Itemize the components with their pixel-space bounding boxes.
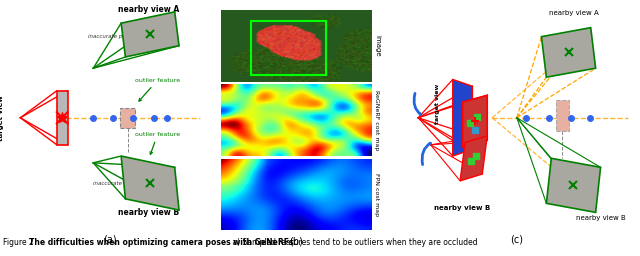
Text: Figure 2: Figure 2 xyxy=(3,238,42,247)
Text: nearby view B: nearby view B xyxy=(435,205,491,211)
FancyArrowPatch shape xyxy=(422,143,431,165)
Text: a) Sampled features tend to be outliers when they are occluded: a) Sampled features tend to be outliers … xyxy=(230,238,478,247)
Polygon shape xyxy=(556,100,568,131)
Text: nearby view A: nearby view A xyxy=(118,5,180,14)
Text: (c): (c) xyxy=(510,235,524,245)
Text: (a): (a) xyxy=(104,235,117,245)
Bar xyxy=(251,21,326,75)
Polygon shape xyxy=(121,156,179,210)
Text: FPN cost map: FPN cost map xyxy=(374,173,380,216)
Polygon shape xyxy=(460,136,487,181)
Polygon shape xyxy=(452,79,472,156)
Text: target view: target view xyxy=(435,84,440,124)
Text: outlier feature: outlier feature xyxy=(135,78,180,101)
Polygon shape xyxy=(547,158,600,212)
Text: target view: target view xyxy=(0,95,4,141)
Text: nearby view B: nearby view B xyxy=(576,215,625,221)
Polygon shape xyxy=(120,108,135,128)
Text: ReGNeRF cost map: ReGNeRF cost map xyxy=(374,90,380,151)
Polygon shape xyxy=(57,91,68,145)
Text: inaccurate pose: inaccurate pose xyxy=(93,180,136,186)
Text: nearby view A: nearby view A xyxy=(548,10,598,16)
Polygon shape xyxy=(121,12,179,57)
Text: (b): (b) xyxy=(289,237,303,247)
Text: inaccurate pose: inaccurate pose xyxy=(88,34,132,39)
Text: outlier feature: outlier feature xyxy=(135,132,180,154)
Text: image: image xyxy=(374,35,380,57)
Text: The difficulties when optimizing camera poses with GeNeRFs:: The difficulties when optimizing camera … xyxy=(29,238,296,247)
Polygon shape xyxy=(541,28,596,77)
Polygon shape xyxy=(463,95,487,147)
FancyArrowPatch shape xyxy=(414,93,420,114)
Text: nearby view B: nearby view B xyxy=(118,208,180,217)
